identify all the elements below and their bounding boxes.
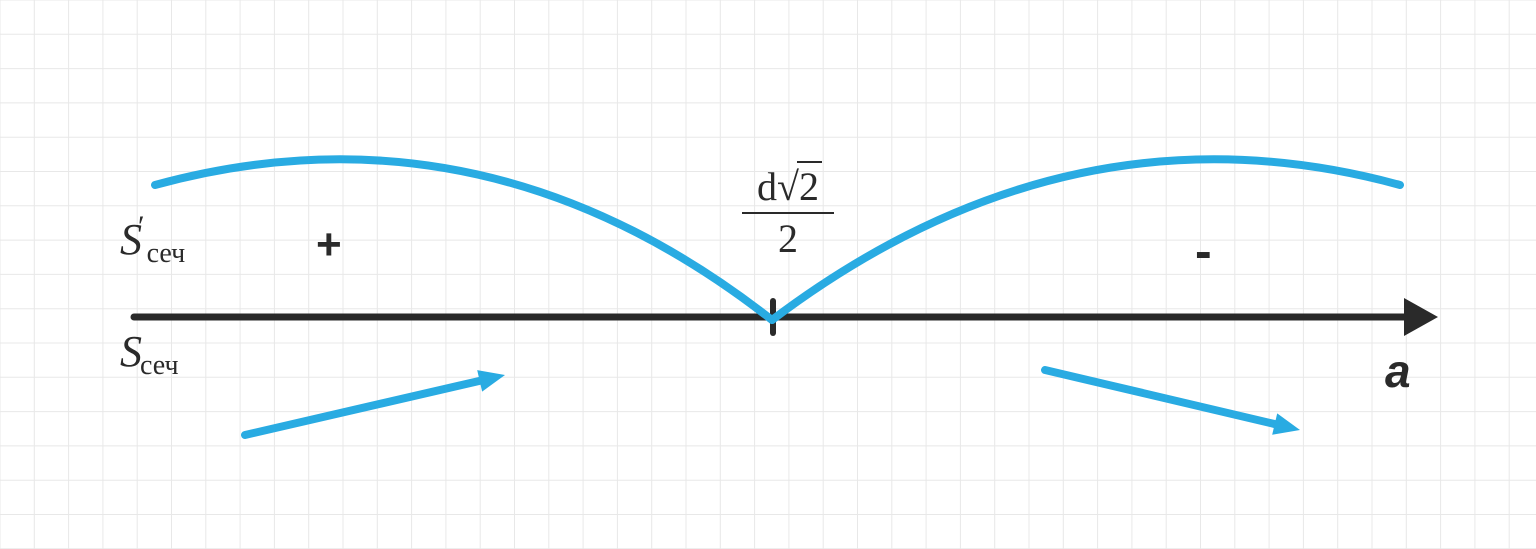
tick-label-d: d <box>757 164 777 209</box>
minus-sign: - <box>1195 222 1212 280</box>
axis-variable-label: a <box>1385 344 1411 398</box>
tick-label-formula: d√2 2 <box>742 165 834 261</box>
y-label-s: Sсеч <box>120 330 181 374</box>
tick-label-sqrt-arg: 2 <box>799 164 819 209</box>
y-label-s-prime-sub: сеч <box>147 238 186 269</box>
plus-sign: + <box>316 220 342 270</box>
y-label-s-sub: сеч <box>140 350 179 381</box>
tick-label-denominator: 2 <box>742 217 834 261</box>
y-label-s-prime-mark: ′ <box>138 210 145 243</box>
diagram-canvas: + - d√2 2 a S′сеч Sсеч <box>0 0 1536 549</box>
y-label-s-S: S <box>120 327 142 376</box>
diagram-svg <box>0 0 1536 549</box>
y-label-s-prime: S′сеч <box>120 218 187 262</box>
